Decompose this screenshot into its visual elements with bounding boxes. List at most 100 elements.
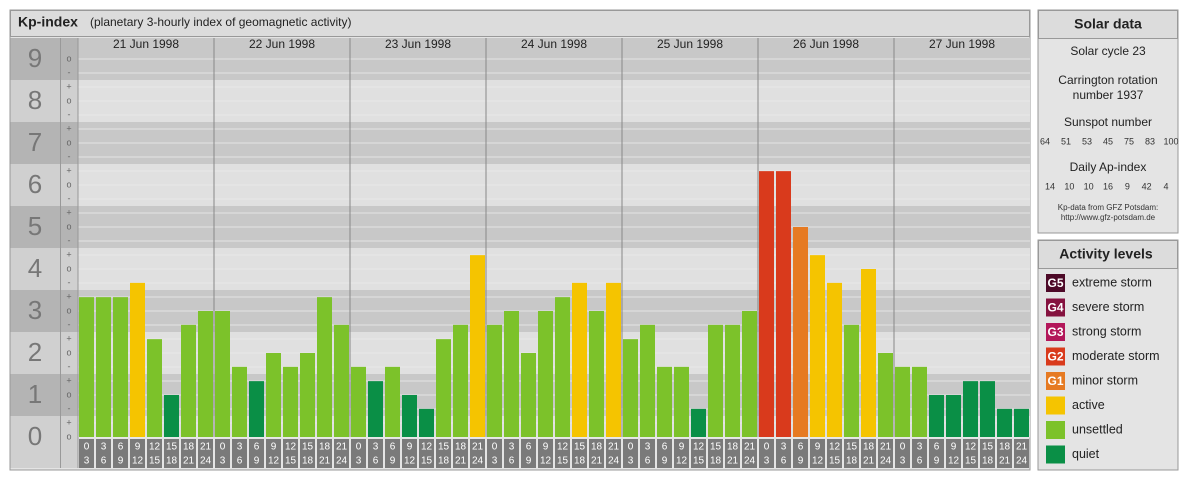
bar (402, 395, 417, 437)
hour-start: 6 (390, 442, 396, 453)
hour-end: 9 (254, 456, 260, 467)
legend-label: quiet (1072, 447, 1100, 461)
y-minor-label: o (66, 221, 71, 231)
y-band (10, 80, 78, 122)
hour-start: 21 (1016, 442, 1028, 453)
hour-cell (691, 439, 706, 468)
ap-value: 10 (1084, 181, 1094, 191)
y-minor-label: - (68, 67, 71, 77)
bar (810, 255, 825, 437)
legend-label: unsettled (1072, 422, 1123, 436)
hour-cell (572, 439, 587, 468)
y-band (10, 416, 78, 468)
legend-label: severe storm (1072, 300, 1144, 314)
hour-start: 21 (608, 442, 620, 453)
hour-end: 21 (455, 456, 467, 467)
y-minor-label: + (66, 165, 71, 175)
legend-swatch (1046, 347, 1065, 366)
bar (623, 339, 638, 437)
hour-cell (453, 439, 468, 468)
legend-label: extreme storm (1072, 275, 1152, 289)
hour-start: 12 (829, 442, 841, 453)
hour-start: 15 (302, 442, 314, 453)
hour-start: 15 (846, 442, 858, 453)
hour-start: 12 (965, 442, 977, 453)
hour-end: 21 (319, 456, 331, 467)
hour-start: 6 (798, 442, 804, 453)
hour-end: 15 (693, 456, 705, 467)
hour-cell (504, 439, 519, 468)
hour-start: 15 (710, 442, 722, 453)
hour-cell (725, 439, 740, 468)
bar (113, 297, 128, 437)
hour-end: 18 (166, 456, 178, 467)
hour-end: 15 (829, 456, 841, 467)
legend-swatch (1046, 372, 1065, 390)
bar (181, 324, 196, 437)
bar (504, 311, 519, 437)
hour-cell (623, 439, 638, 468)
y-minor-label: - (68, 151, 71, 161)
hour-cell (487, 439, 502, 468)
bar (674, 366, 689, 437)
hour-start: 3 (237, 442, 243, 453)
hour-cell (317, 439, 332, 468)
hour-start: 15 (574, 442, 586, 453)
bar (827, 282, 842, 437)
hour-cell (742, 439, 757, 468)
bar (368, 381, 383, 437)
hour-start: 3 (101, 442, 107, 453)
hour-end: 3 (84, 456, 90, 467)
hour-cell (912, 439, 927, 468)
bar (521, 353, 536, 437)
carrington: number 1937 (1073, 88, 1144, 102)
sunspot-value: 83 (1145, 136, 1155, 146)
hour-end: 21 (863, 456, 875, 467)
legend-label: minor storm (1072, 373, 1138, 387)
grid-band (78, 416, 1030, 437)
sunspot-value: 45 (1103, 136, 1113, 146)
hour-end: 18 (846, 456, 858, 467)
y-minor-label: + (66, 333, 71, 343)
y-tick-label: 0 (28, 421, 42, 451)
legend-badge: G1 (1047, 374, 1063, 388)
hour-start: 12 (557, 442, 569, 453)
bar (96, 297, 111, 437)
legend-badge: G2 (1047, 350, 1063, 364)
hour-start: 12 (285, 442, 297, 453)
bar (538, 311, 553, 437)
y-minor-label: - (68, 109, 71, 119)
hour-start: 0 (84, 442, 90, 453)
hour-start: 18 (999, 442, 1011, 453)
y-minor-label: o (66, 53, 71, 63)
bar (351, 366, 366, 437)
bar (283, 366, 298, 437)
hour-start: 12 (149, 442, 161, 453)
hour-end: 6 (237, 456, 243, 467)
hour-cell (181, 439, 196, 468)
legend-swatch (1046, 323, 1065, 341)
bar (385, 366, 400, 437)
hour-end: 18 (574, 456, 586, 467)
solar-cycle: Solar cycle 23 (1070, 44, 1146, 58)
legend-swatch (1046, 274, 1065, 292)
bar (878, 353, 893, 437)
hour-end: 12 (676, 456, 688, 467)
hour-cell (776, 439, 791, 468)
ap-title: Daily Ap-index (1070, 160, 1147, 174)
hour-cell (164, 439, 179, 468)
bar (742, 311, 757, 437)
bar (487, 324, 502, 437)
bar (895, 366, 910, 437)
hour-end: 21 (727, 456, 739, 467)
legend-swatch (1046, 396, 1065, 415)
hour-cell (96, 439, 111, 468)
hour-start: 6 (118, 442, 124, 453)
hour-start: 3 (781, 442, 787, 453)
hour-end: 6 (101, 456, 107, 467)
hour-cell (793, 439, 808, 468)
y-tick-label: 1 (28, 379, 42, 409)
hour-cell (521, 439, 536, 468)
bar (640, 324, 655, 437)
